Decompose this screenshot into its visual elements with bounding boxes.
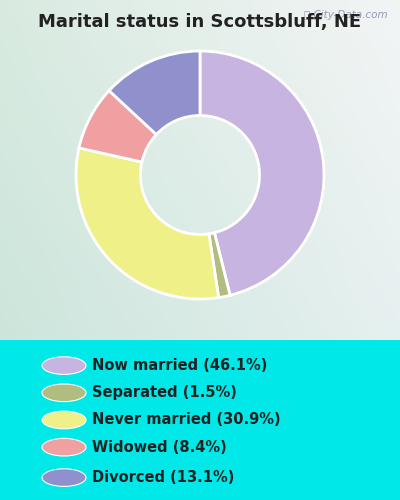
Wedge shape bbox=[79, 90, 156, 162]
Text: Widowed (8.4%): Widowed (8.4%) bbox=[92, 440, 227, 454]
Wedge shape bbox=[109, 51, 200, 134]
Text: Divorced (13.1%): Divorced (13.1%) bbox=[92, 470, 234, 485]
Circle shape bbox=[42, 384, 86, 402]
Circle shape bbox=[42, 469, 86, 486]
Wedge shape bbox=[209, 232, 230, 298]
Circle shape bbox=[42, 357, 86, 374]
Text: Separated (1.5%): Separated (1.5%) bbox=[92, 386, 237, 400]
Text: Now married (46.1%): Now married (46.1%) bbox=[92, 358, 267, 373]
Text: Never married (30.9%): Never married (30.9%) bbox=[92, 412, 281, 428]
Wedge shape bbox=[200, 51, 324, 296]
Text: Marital status in Scottsbluff, NE: Marital status in Scottsbluff, NE bbox=[38, 12, 362, 30]
Circle shape bbox=[42, 438, 86, 456]
Wedge shape bbox=[76, 148, 219, 299]
Text: ⓘ City-Data.com: ⓘ City-Data.com bbox=[304, 10, 388, 20]
Circle shape bbox=[42, 411, 86, 429]
